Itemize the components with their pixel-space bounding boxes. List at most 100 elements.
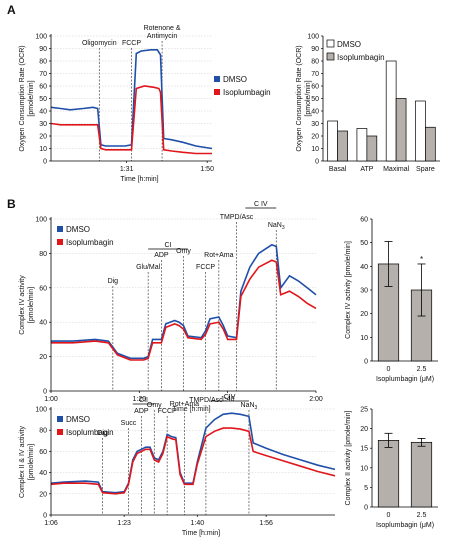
b3-legend-label-0: DMSO — [66, 415, 90, 424]
b3-legend-swatch — [57, 429, 63, 435]
a1-series-isoplumbagin — [50, 85, 212, 155]
a1-legend-swatch — [214, 89, 220, 95]
b3-series-isoplumbagin — [50, 427, 336, 495]
b1-y-tick-label: 100 — [35, 217, 47, 224]
panel-label-a: A — [7, 3, 16, 17]
b3-annotation-0: Dig — [97, 430, 108, 437]
a2-bar-isoplumbagin — [366, 135, 378, 162]
b3-y-tick-label: 20 — [39, 491, 47, 498]
b1-x-axis-label: Time [h:min] — [172, 406, 210, 413]
b1-bracket-label-1: C IV — [254, 201, 268, 208]
a2-y-tick-label: 90 — [311, 46, 319, 53]
b3-annotation-2: ADP — [134, 408, 149, 415]
a2-category-label: Basal — [329, 166, 347, 173]
b1-series-dmso — [51, 243, 317, 360]
b2-y-tick-label: 0 — [364, 359, 368, 366]
b3-y-tick-label: 40 — [39, 470, 47, 477]
b2-y-tick-label: 20 — [360, 311, 368, 318]
b2-y-axis-label-0: Complex IV activity [pmole/min] — [345, 241, 352, 339]
a2-y-tick-label: 50 — [311, 96, 319, 103]
b1-annotation-0: Dig — [108, 278, 119, 285]
a1-y-tick-label: 10 — [39, 146, 47, 153]
b2-x-axis-label: Isoplumbagin (μM) — [376, 376, 434, 383]
b1-bracket-label-0: CI — [165, 242, 172, 249]
b3-annotation-1: Succ — [121, 420, 137, 427]
b2-y-tick-label: 30 — [360, 288, 368, 295]
b3-legend-label-1: Isoplumbagin — [66, 428, 114, 437]
b4-x-axis-label: Isoplumbagin (μM) — [376, 522, 434, 529]
a1-annotation-2: Rotenone & — [144, 25, 181, 32]
b3-x-axis-label: Time [h:min] — [182, 530, 220, 537]
b1-y-axis-label-0: Complex IV activity — [19, 275, 26, 335]
b1-legend-label-1: Isoplumbagin — [66, 238, 114, 247]
b4-y-tick-label: 10 — [360, 465, 368, 472]
b2-y-tick-label: 10 — [360, 335, 368, 342]
b1-y-tick-label: 40 — [39, 320, 47, 327]
b3-annotation-5: Rot+Ama — [170, 401, 199, 408]
a1-annotation-2: Antimycin — [147, 33, 177, 40]
b3-series-dmso — [50, 412, 336, 494]
a2-category-label: Maximal — [383, 166, 410, 173]
a2-bar-dmso — [415, 100, 426, 162]
b3-x-tick-label: 1:06 — [44, 520, 58, 527]
a2-y-tick-label: 20 — [311, 134, 319, 141]
a1-x-tick-label: 1:50 — [200, 166, 214, 173]
b3-legend-swatch — [57, 416, 63, 422]
a1-y-tick-label: 30 — [39, 121, 47, 128]
b1-series-isoplumbagin — [51, 259, 317, 361]
b1-annotation-6: TMPD/Asc — [220, 214, 254, 221]
a2-y-tick-label: 30 — [311, 121, 319, 128]
a2-bar-dmso — [327, 120, 338, 162]
b4-bar — [410, 441, 433, 508]
b3-bracket-label-0: CII — [139, 397, 148, 404]
a1-y-tick-label: 40 — [39, 109, 47, 116]
b3-annotation-4: FCCP — [158, 408, 177, 415]
b3-y-axis-label-0: Complex II & IV activity — [19, 426, 26, 498]
a2-y-axis-label-0: Oxygen Consumption Rate (OCR) — [296, 45, 303, 151]
a1-annotation-0: Oligomycin — [82, 40, 117, 47]
b2-y-tick-label: 40 — [360, 264, 368, 271]
b4-category-label: 2.5 — [417, 512, 427, 519]
a1-y-axis-label-0: Oxygen Consumption Rate (OCR) — [19, 45, 26, 151]
b4-y-tick-label: 0 — [364, 505, 368, 512]
a2-bar-dmso — [356, 128, 368, 162]
a2-y-tick-label: 100 — [307, 34, 319, 41]
b1-x-tick-label: 1:40 — [221, 396, 235, 403]
a1-y-tick-label: 0 — [43, 159, 47, 166]
b4-y-tick-label: 5 — [364, 485, 368, 492]
b4-y-tick-label: 25 — [360, 407, 368, 414]
b4-category-label: 0 — [387, 512, 391, 519]
b1-x-tick-label: 1:20 — [133, 396, 147, 403]
a2-y-tick-label: 80 — [311, 59, 319, 66]
b2-category-label: 2.5 — [417, 366, 427, 373]
b4-y-tick-label: 15 — [360, 446, 368, 453]
a1-legend-label-1: Isoplumbagin — [223, 88, 271, 97]
a2-legend-swatch — [326, 39, 335, 48]
a2-y-axis-label-1: [pmole/min] — [305, 80, 312, 116]
b1-y-tick-label: 0 — [43, 389, 47, 396]
b1-annotation-7: NaN3 — [268, 222, 285, 231]
a2-legend-swatch — [326, 52, 335, 61]
b1-annotation-4: FCCP — [196, 264, 215, 271]
b4-y-axis-label-0: Complex II activity [pmole/min] — [345, 410, 352, 505]
a1-y-tick-label: 70 — [39, 71, 47, 78]
b3-y-tick-label: 0 — [43, 513, 47, 520]
b1-annotation-3: Omy — [176, 248, 191, 255]
b1-y-tick-label: 20 — [39, 354, 47, 361]
b2-category-label: 0 — [387, 366, 391, 373]
a2-bar-isoplumbagin — [395, 98, 407, 162]
b3-annotation-3: Omy — [147, 402, 162, 409]
a2-y-tick-label: 10 — [311, 146, 319, 153]
b3-bracket-label-1: CIV — [224, 394, 236, 401]
b1-legend-swatch — [57, 226, 63, 232]
b4-bar — [377, 440, 400, 508]
b3-x-tick-label: 1:56 — [259, 520, 273, 527]
a2-category-label: Spare — [416, 166, 435, 173]
b1-annotation-5: Rot+Ama — [204, 252, 233, 259]
b3-x-tick-label: 1:23 — [117, 520, 131, 527]
b1-annotation-2: ADP — [154, 252, 169, 259]
a1-y-tick-label: 50 — [39, 96, 47, 103]
a1-y-tick-label: 90 — [39, 46, 47, 53]
a1-legend-label-0: DMSO — [223, 75, 247, 84]
a2-bar-isoplumbagin — [425, 126, 436, 162]
